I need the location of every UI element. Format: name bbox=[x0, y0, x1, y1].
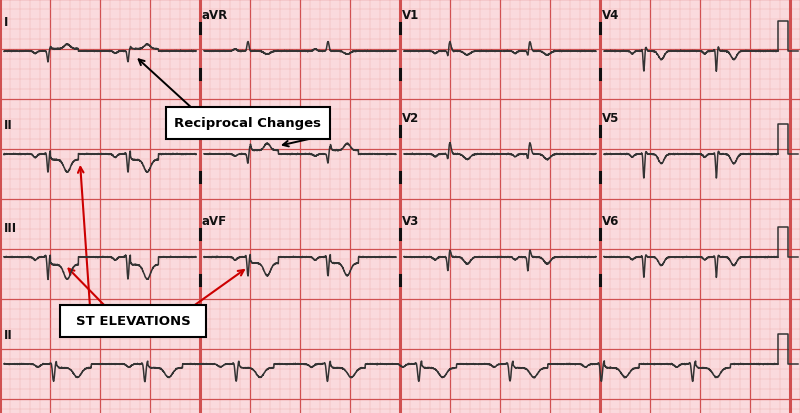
Text: III: III bbox=[4, 221, 17, 235]
FancyBboxPatch shape bbox=[166, 108, 330, 140]
Text: I: I bbox=[4, 16, 8, 29]
Text: V5: V5 bbox=[602, 112, 619, 125]
Text: II: II bbox=[4, 328, 13, 341]
Text: V3: V3 bbox=[402, 214, 419, 228]
Text: V6: V6 bbox=[602, 214, 619, 228]
Text: aVL: aVL bbox=[202, 112, 226, 125]
Text: Reciprocal Changes: Reciprocal Changes bbox=[174, 117, 322, 130]
Text: ST ELEVATIONS: ST ELEVATIONS bbox=[76, 315, 190, 328]
Text: V2: V2 bbox=[402, 112, 419, 125]
Text: II: II bbox=[4, 119, 13, 132]
Text: V4: V4 bbox=[602, 9, 619, 22]
Text: aVF: aVF bbox=[202, 214, 227, 228]
FancyBboxPatch shape bbox=[60, 305, 206, 337]
Text: V1: V1 bbox=[402, 9, 419, 22]
Text: aVR: aVR bbox=[202, 9, 228, 22]
